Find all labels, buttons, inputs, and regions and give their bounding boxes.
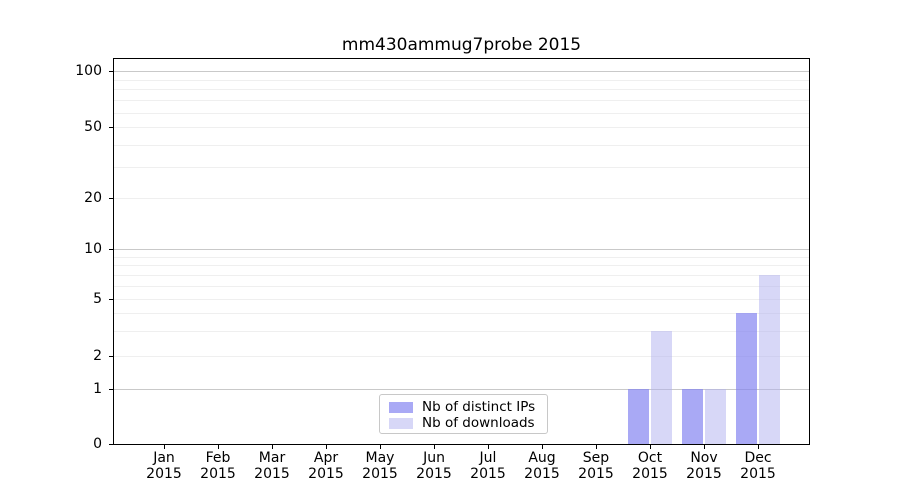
y-gridline-minor (114, 330, 809, 332)
bar-downloads (651, 330, 672, 444)
y-gridline-minor (114, 100, 809, 101)
y-gridline-minor (114, 166, 809, 168)
x-tick-mark (164, 445, 165, 449)
bar-distinct-ips (628, 388, 649, 444)
y-gridline-major (114, 70, 809, 72)
y-gridline-minor (114, 299, 809, 300)
y-tick-mark (109, 388, 113, 390)
x-tick-mark (596, 445, 597, 449)
y-gridline-minor (114, 198, 809, 199)
y-gridline-major (114, 388, 809, 390)
x-tick-label: Apr 2015 (308, 450, 344, 482)
legend-row: Nb of downloads (389, 415, 538, 431)
chart-title: mm430ammug7probe 2015 (341, 35, 582, 55)
legend-swatch-distinct-ips (389, 401, 413, 413)
x-tick-mark (758, 445, 759, 449)
y-gridline-minor (114, 286, 809, 287)
y-gridline-minor (114, 79, 809, 81)
x-tick-mark (380, 445, 381, 449)
x-tick-label: Sep 2015 (578, 450, 614, 482)
x-tick-mark (542, 445, 543, 449)
legend: Nb of distinct IPs Nb of downloads (379, 394, 548, 434)
y-tick-mark (109, 356, 113, 358)
y-tick-mark (109, 197, 113, 199)
x-tick-label: Nov 2015 (686, 450, 722, 482)
bar-distinct-ips (736, 313, 757, 444)
x-tick-label: Oct 2015 (632, 450, 668, 482)
x-tick-label: May 2015 (362, 450, 398, 482)
x-tick-mark (488, 445, 489, 449)
y-tick-label: 5 (93, 291, 102, 308)
y-tick-label: 0 (93, 436, 102, 452)
y-gridline-minor (114, 112, 809, 114)
legend-row: Nb of distinct IPs (389, 399, 538, 415)
x-tick-label: Jun 2015 (416, 450, 452, 482)
y-tick-label: 20 (84, 189, 102, 206)
y-gridline-minor (114, 89, 809, 91)
y-gridline-minor (114, 265, 809, 267)
y-tick-label: 50 (84, 119, 102, 136)
x-tick-label: Jan 2015 (146, 450, 182, 482)
legend-label: Nb of downloads (422, 415, 535, 431)
y-tick-label: 1 (93, 380, 102, 397)
x-tick-label: Aug 2015 (524, 450, 560, 482)
legend-label: Nb of distinct IPs (422, 399, 536, 415)
x-tick-mark (326, 445, 327, 449)
y-gridline-minor (114, 356, 809, 358)
y-gridline-minor (114, 144, 809, 146)
y-tick-mark (109, 127, 113, 129)
legend-swatch-downloads (389, 417, 413, 429)
y-tick-mark (109, 70, 113, 72)
x-tick-label: Dec 2015 (740, 450, 776, 482)
y-gridline-minor (114, 127, 809, 129)
x-tick-label: Mar 2015 (254, 450, 290, 482)
y-gridline-minor (114, 256, 809, 258)
y-tick-label: 2 (93, 348, 102, 365)
x-tick-mark (650, 445, 651, 449)
plot-area: Nb of distinct IPs Nb of downloads (113, 58, 810, 445)
y-tick-mark (109, 444, 113, 445)
y-tick-label: 100 (75, 62, 102, 79)
bar-distinct-ips (682, 388, 703, 444)
x-tick-label: Jul 2015 (470, 450, 506, 482)
x-tick-mark (218, 445, 219, 449)
x-tick-mark (434, 445, 435, 449)
y-gridline-minor (114, 313, 809, 314)
x-tick-mark (704, 445, 705, 449)
x-tick-label: Feb 2015 (200, 450, 236, 482)
y-tick-mark (109, 249, 113, 251)
bar-downloads (759, 274, 780, 444)
y-gridline-minor (114, 274, 809, 276)
y-tick-mark (109, 299, 113, 301)
x-tick-mark (272, 445, 273, 449)
y-tick-label: 10 (84, 241, 102, 258)
bar-downloads (705, 388, 726, 444)
y-gridline-major (114, 249, 809, 251)
